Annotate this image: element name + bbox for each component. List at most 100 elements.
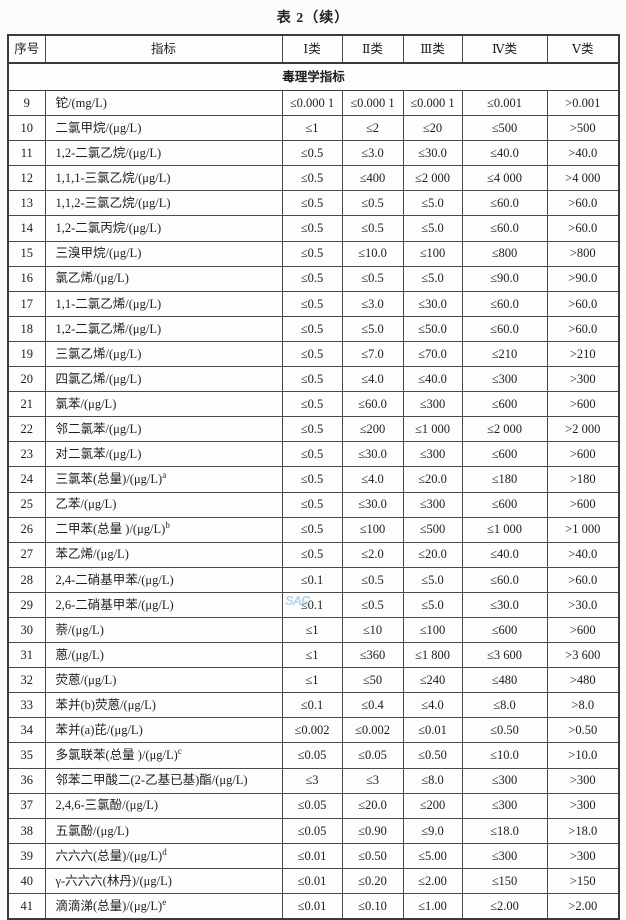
class-2-value: ≤0.000 1 [341,89,404,117]
table-row: 31 蒽/(μg/L) ≤1 ≤360 ≤1 800 ≤3 600 >3 600 [7,642,620,669]
class-5-value: >30.0 [546,591,620,618]
indicator-name: 1,2-二氯乙烯/(μg/L) [44,315,283,342]
class-2-value: ≤7.0 [341,340,404,368]
row-number: 11 [7,140,46,167]
class-3-value: ≤500 [402,516,463,543]
indicator-name: 六六六(总量)/(μg/L)d [44,842,283,869]
class-1-value: ≤0.5 [281,315,343,342]
row-number: 23 [7,441,46,468]
class-4-value: ≤3 600 [461,642,548,669]
indicator-name: 2,4,6-三氯酚/(μg/L) [44,792,283,819]
class-3-value: ≤4.0 [402,692,463,719]
class-4-value: ≤600 [461,616,548,644]
class-1-value: ≤0.5 [281,190,343,217]
class-5-value: >180 [546,466,620,493]
row-number: 38 [7,817,46,844]
row-number: 20 [7,366,46,393]
footnote-superscript: b [165,520,170,531]
row-number: 26 [7,516,46,543]
indicator-name: 1,1-二氯乙烯/(μg/L) [44,290,283,317]
row-number: 35 [7,742,46,769]
class-3-value: ≤40.0 [402,366,463,393]
class-3-value: ≤20 [402,115,463,142]
class-3-value: ≤5.0 [402,566,463,593]
class-4-value: ≤30.0 [461,591,548,618]
class-5-value: >40.0 [546,541,620,568]
section-row: 毒理学指标 [7,62,620,91]
class-3-value: ≤1 000 [402,416,463,443]
class-1-value: ≤0.1 [281,692,343,719]
class-5-value: >600 [546,491,620,518]
table-row: 14 1,2-二氯丙烷/(μg/L) ≤0.5 ≤0.5 ≤5.0 ≤60.0 >60.0 [7,215,620,242]
class-4-value: ≤4 000 [461,165,548,192]
class-2-value: ≤0.20 [341,867,404,895]
indicator-name: 五氯酚/(μg/L) [44,817,283,844]
class-3-value: ≤100 [402,616,463,644]
class-1-value: ≤0.5 [281,441,343,468]
table-body: 毒理学指标 9 铊/(mg/L) ≤0.000 1 ≤0.000 1 ≤0.000 1 ≤0… [7,62,620,920]
class-3-value: ≤5.0 [402,265,463,292]
class-4-value: ≤60.0 [461,190,548,217]
table-row: 23 对二氯苯/(μg/L) ≤0.5 ≤30.0 ≤300 ≤600 >600 [7,441,620,468]
table-row: 38 五氯酚/(μg/L) ≤0.05 ≤0.90 ≤9.0 ≤18.0 >18.0 [7,817,620,844]
table-row: 20 四氯乙烯/(μg/L) ≤0.5 ≤4.0 ≤40.0 ≤300 >300 [7,366,620,393]
row-number: 36 [7,767,46,794]
class-2-value: ≤20.0 [341,792,404,819]
class-1-value: ≤0.5 [281,416,343,443]
class-4-value: ≤40.0 [461,541,548,568]
class-5-value: >4 000 [546,165,620,192]
row-number: 21 [7,391,46,418]
class-4-value: ≤800 [461,240,548,267]
class-2-value: ≤4.0 [341,466,404,493]
class-2-value: ≤3.0 [341,140,404,167]
class-3-value: ≤2 000 [402,165,463,192]
class-3-value: ≤20.0 [402,541,463,568]
class-3-value: ≤30.0 [402,290,463,317]
column-header-4: Ⅲ类 [402,34,463,64]
class-2-value: ≤2 [341,115,404,142]
class-2-value: ≤30.0 [341,491,404,518]
row-number: 39 [7,842,46,869]
row-number: 13 [7,190,46,217]
row-number: 12 [7,165,46,192]
footnote-superscript: c [177,746,182,757]
table-row: 21 氯苯/(μg/L) ≤0.5 ≤60.0 ≤300 ≤600 >600 [7,391,620,418]
class-2-value: ≤0.10 [341,893,404,920]
table-row: 29 2,6-二硝基甲苯/(μg/L) ≤0.1 ≤0.5 ≤5.0 ≤30.0 >30.0 [7,591,620,618]
class-2-value: ≤360 [341,642,404,669]
class-2-value: ≤30.0 [341,441,404,468]
water-quality-standard-table: 序号 指标 Ⅰ类 Ⅱ类 Ⅲ类 Ⅳ类 Ⅴ类 毒理学指标 9 铊/(mg/L) ≤0.000 1 ≤0.… [7,34,620,920]
class-4-value: ≤600 [461,441,548,468]
class-5-value: >60.0 [546,215,620,242]
class-2-value: ≤0.5 [341,190,404,217]
section-title: 毒理学指标 [7,62,620,91]
class-2-value: ≤0.50 [341,842,404,869]
indicator-name: 1,1,2-三氯乙烷/(μg/L) [44,190,283,217]
indicator-name: 乙苯/(μg/L) [44,491,283,518]
class-1-value: ≤3 [281,767,343,794]
indicator-name: 蒽/(μg/L) [44,642,283,669]
column-header-5: Ⅳ类 [461,34,548,64]
class-3-value: ≤240 [402,667,463,694]
column-header-2: Ⅰ类 [281,34,343,64]
class-3-value: ≤5.0 [402,215,463,242]
class-1-value: ≤0.5 [281,340,343,368]
class-2-value: ≤0.05 [341,742,404,769]
class-3-value: ≤0.000 1 [402,89,463,117]
class-2-value: ≤10.0 [341,240,404,267]
footnote-superscript: e [162,896,167,907]
table-row: 13 1,1,2-三氯乙烷/(μg/L) ≤0.5 ≤0.5 ≤5.0 ≤60.0 >60.… [7,190,620,217]
table-row: 25 乙苯/(μg/L) ≤0.5 ≤30.0 ≤300 ≤600 >600 [7,491,620,518]
class-3-value: ≤200 [402,792,463,819]
class-3-value: ≤20.0 [402,466,463,493]
footnote-superscript: d [162,846,167,857]
table-row: 24 三氯苯(总量)/(μg/L)a ≤0.5 ≤4.0 ≤20.0 ≤180 >180 [7,466,620,493]
row-number: 16 [7,265,46,292]
class-3-value: ≤300 [402,491,463,518]
indicator-name: 荧蒽/(μg/L) [44,667,283,694]
class-4-value: ≤300 [461,366,548,393]
table-row: 34 苯并(a)芘/(μg/L) ≤0.002 ≤0.002 ≤0.01 ≤0.50 >0.… [7,717,620,744]
row-number: 19 [7,340,46,368]
class-1-value: ≤0.05 [281,817,343,844]
class-1-value: ≤0.5 [281,265,343,292]
